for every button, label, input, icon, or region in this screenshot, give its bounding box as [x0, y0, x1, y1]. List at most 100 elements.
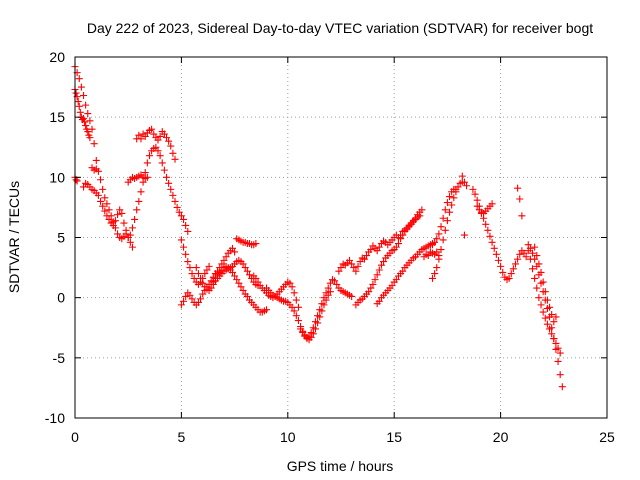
data-point: [511, 260, 519, 268]
data-point: [133, 206, 141, 214]
data-point: [194, 270, 202, 278]
data-point: [543, 296, 551, 304]
data-point: [352, 267, 360, 275]
data-point: [84, 128, 92, 136]
series-track-i: [177, 236, 213, 288]
data-point: [101, 207, 109, 215]
data-point: [156, 132, 164, 140]
data-point: [97, 176, 105, 184]
data-point: [105, 206, 113, 214]
data-point: [84, 110, 92, 118]
data-point: [143, 159, 151, 167]
data-point: [494, 256, 502, 264]
data-point: [207, 284, 215, 292]
data-point: [439, 236, 447, 244]
data-point: [550, 318, 558, 326]
data-point: [505, 274, 513, 282]
data-point: [86, 134, 94, 142]
data-point: [99, 202, 107, 210]
data-point: [103, 212, 111, 220]
series-track-r: [352, 212, 424, 309]
data-point: [203, 266, 211, 274]
data-point: [158, 159, 166, 167]
data-point: [373, 271, 381, 279]
data-point: [252, 240, 260, 248]
data-point: [220, 256, 228, 264]
data-point: [131, 215, 139, 223]
data-point: [473, 202, 481, 210]
data-point: [145, 152, 153, 160]
data-point: [190, 274, 198, 282]
data-point: [218, 260, 226, 268]
data-point: [399, 231, 407, 239]
data-point: [492, 250, 500, 258]
data-point: [554, 357, 562, 365]
data-point: [380, 258, 388, 266]
data-point: [433, 248, 441, 256]
data-point: [452, 185, 460, 193]
data-point: [450, 194, 458, 202]
data-point: [177, 301, 185, 309]
data-point: [76, 108, 84, 116]
data-point: [99, 185, 107, 193]
data-point: [171, 197, 179, 205]
data-point: [433, 264, 441, 272]
data-point: [446, 208, 454, 216]
series-track-q: [335, 206, 426, 275]
data-point: [533, 252, 541, 260]
data-point: [314, 312, 322, 320]
data-point: [437, 246, 445, 254]
data-point: [514, 255, 522, 263]
data-point: [316, 306, 324, 314]
y-tick-label: -5: [53, 350, 66, 366]
data-point: [109, 221, 117, 229]
series-track-y: [473, 200, 496, 217]
data-point: [429, 274, 437, 282]
data-point: [552, 313, 560, 321]
data-point: [120, 219, 128, 227]
data-point: [288, 303, 296, 311]
data-point: [518, 212, 526, 220]
data-point: [160, 130, 168, 138]
data-point: [375, 243, 383, 251]
data-point: [526, 255, 534, 263]
data-point: [128, 224, 136, 232]
data-point: [460, 231, 468, 239]
data-point: [356, 258, 364, 266]
data-point: [294, 317, 302, 325]
data-point: [128, 243, 136, 251]
data-point: [154, 147, 162, 155]
data-point: [292, 296, 300, 304]
data-point: [509, 265, 517, 273]
data-point: [82, 101, 90, 109]
data-point: [499, 268, 507, 276]
data-markers: [71, 63, 566, 391]
data-point: [463, 182, 471, 190]
data-point: [86, 117, 94, 125]
axis-ticks: 0 5 10 15 20 25 -10 -5 0 5 10 15 20: [45, 49, 615, 445]
data-point: [222, 253, 230, 261]
data-point: [524, 241, 532, 249]
series-track-l: [209, 262, 271, 316]
data-point: [371, 276, 379, 284]
data-point: [163, 134, 171, 142]
data-point: [156, 152, 164, 160]
data-point: [529, 265, 537, 273]
data-point: [488, 238, 496, 246]
data-point: [348, 292, 356, 300]
data-point: [326, 288, 334, 296]
data-point: [309, 324, 317, 332]
data-point: [114, 230, 122, 238]
data-point: [101, 194, 109, 202]
data-point: [514, 184, 522, 192]
data-point: [186, 291, 194, 299]
data-point: [137, 188, 145, 196]
y-tick-label: 10: [49, 169, 65, 185]
data-point: [552, 339, 560, 347]
data-point: [135, 131, 143, 139]
data-point: [535, 294, 543, 302]
data-point: [252, 274, 260, 282]
data-point: [194, 298, 202, 306]
data-point: [526, 244, 534, 252]
